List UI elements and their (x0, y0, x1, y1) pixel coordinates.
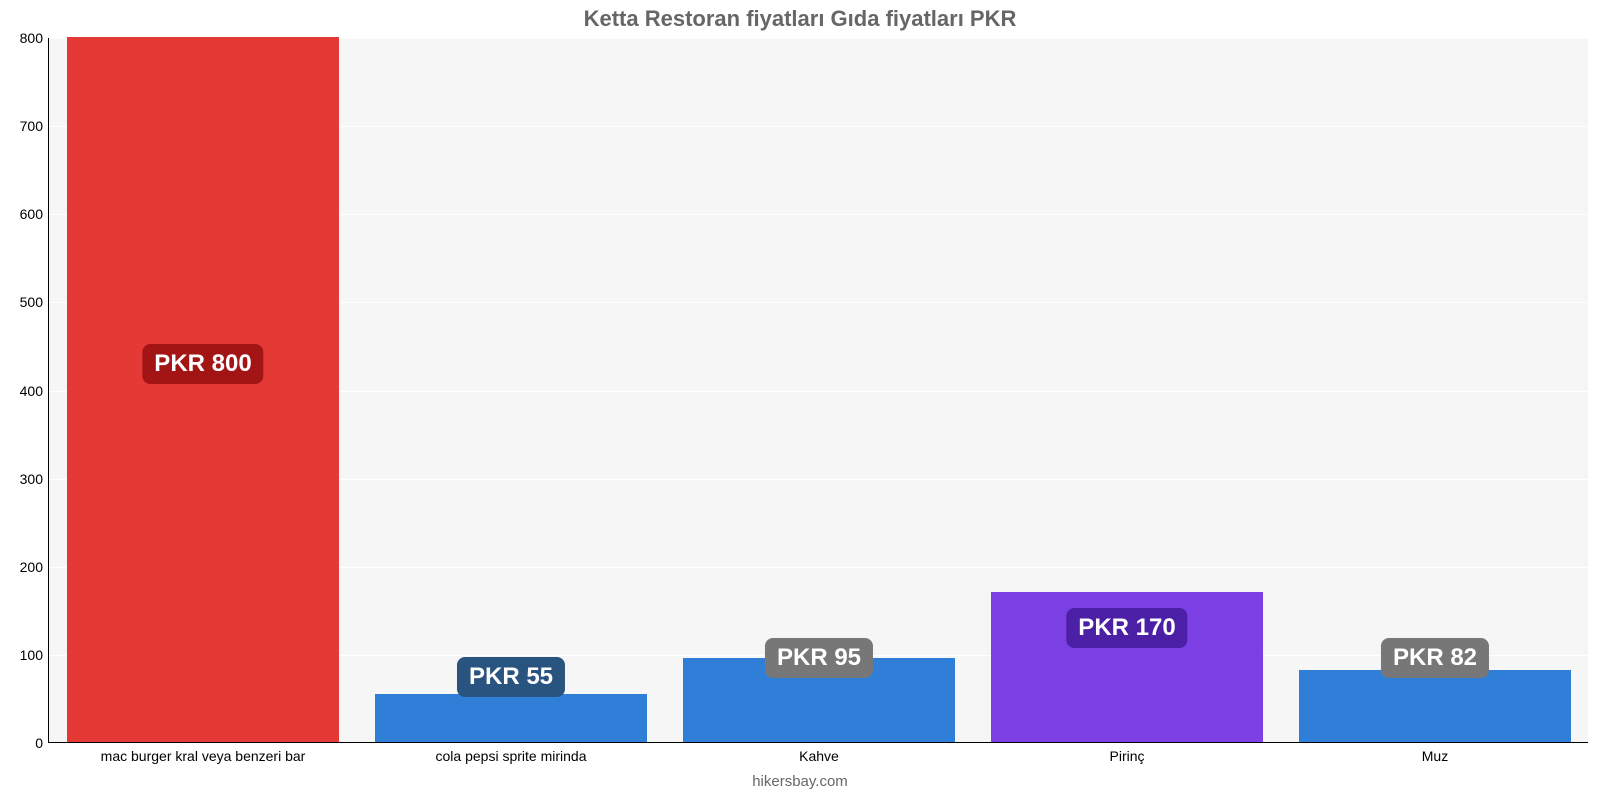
y-tick-label: 400 (20, 383, 49, 399)
plot-area: 0100200300400500600700800PKR 800mac burg… (48, 38, 1588, 743)
x-tick-label: Kahve (799, 742, 839, 764)
chart-title: Ketta Restoran fiyatları Gıda fiyatları … (0, 6, 1600, 32)
bar (1299, 670, 1570, 742)
x-tick-label: cola pepsi sprite mirinda (436, 742, 587, 764)
bar-chart: Ketta Restoran fiyatları Gıda fiyatları … (0, 0, 1600, 800)
bar (67, 37, 338, 742)
y-tick-label: 0 (35, 735, 49, 751)
value-badge: PKR 800 (142, 344, 263, 384)
value-badge: PKR 82 (1381, 638, 1489, 678)
value-badge: PKR 55 (457, 657, 565, 697)
value-badge: PKR 170 (1066, 608, 1187, 648)
y-tick-label: 500 (20, 294, 49, 310)
y-tick-label: 200 (20, 559, 49, 575)
y-tick-label: 700 (20, 118, 49, 134)
x-tick-label: Muz (1422, 742, 1448, 764)
y-tick-label: 600 (20, 206, 49, 222)
value-badge: PKR 95 (765, 638, 873, 678)
y-tick-label: 300 (20, 471, 49, 487)
x-tick-label: mac burger kral veya benzeri bar (101, 742, 306, 764)
bar (375, 694, 646, 742)
x-tick-label: Pirinç (1109, 742, 1144, 764)
y-tick-label: 800 (20, 30, 49, 46)
chart-footer: hikersbay.com (0, 773, 1600, 790)
y-tick-label: 100 (20, 647, 49, 663)
